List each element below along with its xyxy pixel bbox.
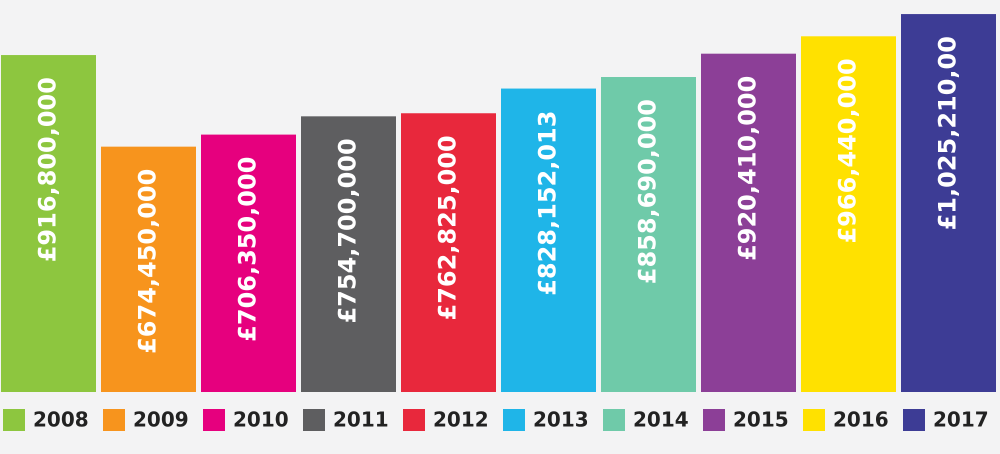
- legend-label: 2008: [33, 408, 89, 432]
- bar: [601, 77, 696, 392]
- value-label: £762,825,000: [434, 135, 462, 320]
- legend-label: 2010: [233, 408, 289, 432]
- bar: [1, 55, 96, 393]
- bar: [801, 36, 896, 393]
- bar: [101, 146, 196, 392]
- legend-swatch: [603, 409, 625, 431]
- legend-swatch: [103, 409, 125, 431]
- bar: [301, 116, 396, 393]
- value-label: £966,440,000: [834, 58, 862, 243]
- legend-swatch: [303, 409, 325, 431]
- bar: [701, 53, 796, 392]
- legend-swatch: [403, 409, 425, 431]
- legend-label: 2014: [633, 408, 689, 432]
- legend-label: 2012: [433, 408, 489, 432]
- bar: [501, 88, 596, 393]
- bar: [201, 134, 296, 392]
- value-label: £916,800,000: [34, 77, 62, 262]
- value-label: £706,350,000: [234, 157, 262, 342]
- legend-swatch: [803, 409, 825, 431]
- legend-label: 2011: [333, 408, 389, 432]
- legend-label: 2016: [833, 408, 889, 432]
- bar: [901, 14, 996, 393]
- legend-label: 2017: [933, 408, 989, 432]
- legend-label: 2013: [533, 408, 589, 432]
- legend-swatch: [903, 409, 925, 431]
- legend-swatch: [703, 409, 725, 431]
- value-label: £920,410,000: [734, 76, 762, 261]
- legend-label: 2015: [733, 408, 789, 432]
- legend-swatch: [3, 409, 25, 431]
- legend-swatch: [203, 409, 225, 431]
- value-label: £858,690,000: [634, 99, 662, 284]
- legend-label: 2009: [133, 408, 189, 432]
- bar: [401, 113, 496, 393]
- value-label: £674,450,000: [134, 169, 162, 354]
- legend-swatch: [503, 409, 525, 431]
- value-label: £1,025,210,00: [934, 36, 962, 230]
- value-label: £754,700,000: [334, 138, 362, 323]
- value-label: £828,152,013: [534, 111, 562, 296]
